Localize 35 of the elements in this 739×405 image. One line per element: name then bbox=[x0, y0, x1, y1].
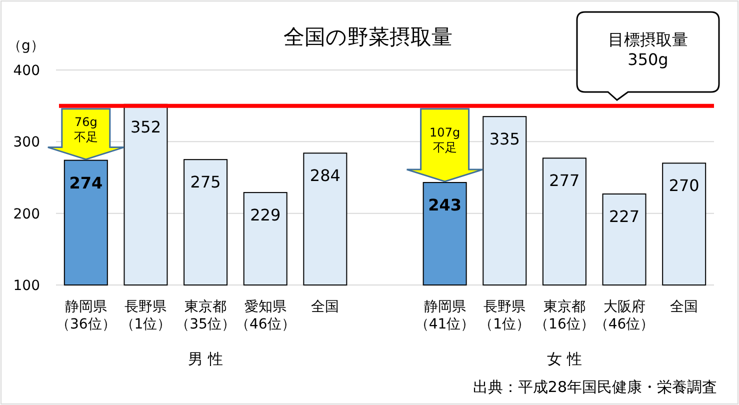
data-label: 274 bbox=[69, 173, 103, 192]
x-tick-label: 愛知県（46位） bbox=[235, 299, 296, 332]
data-label: 352 bbox=[130, 117, 161, 136]
ref-line-label: 目標摂取量 350g bbox=[608, 30, 688, 69]
chart-title: 全国の野菜摂取量 bbox=[284, 25, 452, 49]
data-label: 270 bbox=[668, 176, 700, 196]
callout: 目標摂取量 350g bbox=[576, 11, 720, 101]
annotation: 76g 不足 bbox=[74, 114, 98, 144]
arrow: 76g 不足 bbox=[47, 108, 125, 160]
data-label: 335 bbox=[489, 130, 520, 149]
x-tick-label: 東京都（16位） bbox=[534, 299, 594, 332]
annotation: 107g 不足 bbox=[430, 126, 460, 155]
x-tick-label: 全国 bbox=[311, 299, 340, 315]
text: 男 性 bbox=[188, 350, 223, 368]
x-tick-label: 長野県（1位） bbox=[120, 299, 172, 332]
data-label: 227 bbox=[609, 206, 640, 226]
x-tick-label: 大阪府（46位） bbox=[594, 299, 654, 332]
data-label: 277 bbox=[549, 171, 580, 190]
data-label: 284 bbox=[310, 166, 340, 186]
x-tick-label: 東京都（35位） bbox=[176, 299, 236, 332]
y-axis-title: （g） bbox=[8, 38, 44, 54]
x-tick-label: 静岡県（36位） bbox=[56, 299, 116, 332]
text: 女 性 bbox=[547, 350, 582, 368]
y-tick-label: 300 bbox=[13, 134, 40, 151]
y-tick-label: 200 bbox=[13, 206, 40, 222]
arrow: 107g 不足 bbox=[406, 108, 484, 182]
y-tick-label: 400 bbox=[13, 63, 40, 79]
data-label: 243 bbox=[428, 196, 462, 215]
y-tick-label: 100 bbox=[13, 278, 40, 294]
data-label: 229 bbox=[250, 206, 281, 225]
source-note: 出典：平成28年国民健康・栄養調査 bbox=[472, 378, 717, 396]
x-tick-label: 長野県（1位） bbox=[479, 299, 530, 332]
x-tick-label: 全国 bbox=[670, 299, 698, 315]
data-label: 275 bbox=[190, 172, 221, 192]
x-tick-label: 静岡県（41位） bbox=[414, 299, 475, 332]
